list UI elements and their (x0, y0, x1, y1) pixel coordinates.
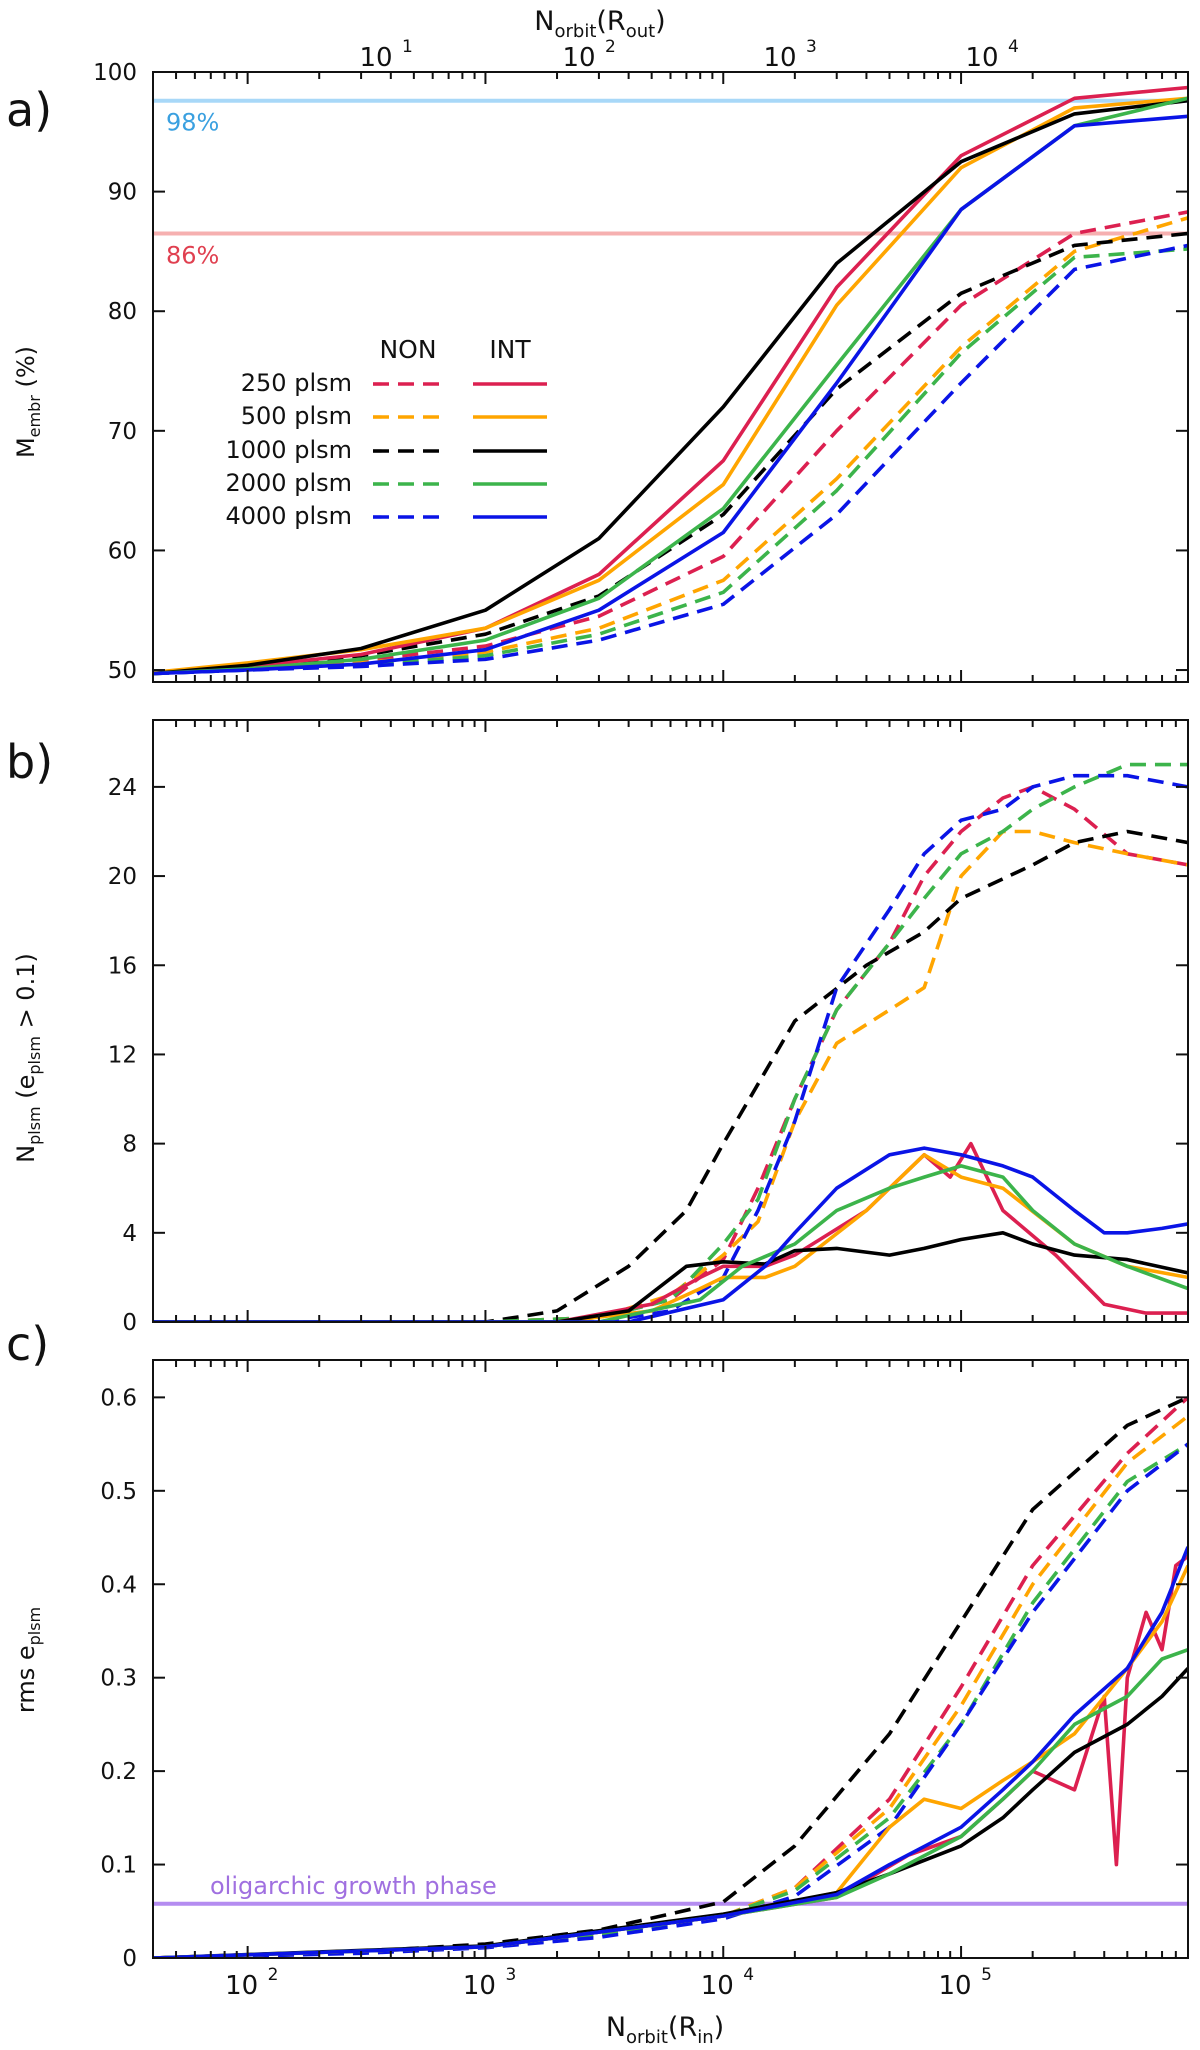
panel-b-series-2000-non (153, 762, 1188, 1322)
panel-c-ytick-label-0: 0 (122, 1946, 137, 1972)
top-xtick-exp-3: 4 (1008, 37, 1019, 57)
panel-c-ytick-label-6: 0.6 (100, 1385, 137, 1411)
panel-b-series-1000-non (153, 829, 1188, 1322)
bottom-xtick-label-3: 10 (939, 1971, 972, 2001)
panel-b-ytick-label-6: 24 (108, 775, 137, 801)
top-axis-label: Norbit(Rout) (534, 6, 665, 42)
legend-label-2000: 2000 plsm (226, 469, 353, 497)
panel-a-reference-label-0: 98% (166, 109, 219, 137)
panel-a-ylabel: Membr (%) (12, 346, 44, 458)
panel-a-series-250-int (153, 85, 1188, 676)
top-xtick-label-3: 10 (965, 43, 998, 73)
panel-a-ytick-label-2: 70 (108, 419, 137, 445)
legend: NON INT 250 plsm 500 plsm 1000 plsm 2000… (226, 335, 547, 530)
bottom-xtick-exp-2: 4 (743, 1965, 754, 1985)
panel-a-ytick-label-5: 100 (93, 60, 137, 86)
panel-a-label: a) (6, 83, 52, 137)
bottom-xtick-label-1: 10 (463, 1971, 496, 2001)
panel-a-ytick-label-0: 50 (108, 658, 137, 684)
panel-c-ytick-label-3: 0.3 (100, 1666, 137, 1692)
panel-b-series-250-non (153, 785, 1188, 1322)
bottom-xtick-exp-0: 2 (268, 1965, 279, 1985)
top-xtick-label-2: 10 (763, 43, 796, 73)
top-xtick-exp-2: 3 (806, 37, 817, 57)
plot-layer: 98%86%506070809010004812162024oligarchic… (93, 37, 1189, 2001)
panel-b-ytick-label-3: 12 (108, 1042, 137, 1068)
panel-a-ytick-label-3: 80 (108, 299, 137, 325)
bottom-xtick-label-2: 10 (701, 1971, 734, 2001)
bottom-axis-label: Norbit(Rin) (606, 2012, 724, 2048)
panel-b-ylabel: Nplsm (eplsm > 0.1) (12, 953, 44, 1163)
bottom-xtick-exp-3: 5 (981, 1965, 992, 1985)
top-xtick-label-0: 10 (359, 43, 392, 73)
panel-b-series-2000-int (153, 1164, 1188, 1322)
panel-c-ylabel: rms eplsm (12, 1607, 44, 1713)
legend-label-250: 250 plsm (241, 369, 352, 397)
panel-a-series-4000-int (153, 114, 1188, 676)
panel-b-frame (152, 719, 1189, 1323)
panel-c-series-2000-int (153, 1648, 1188, 1958)
top-xtick-exp-1: 2 (605, 37, 616, 57)
panel-b-ytick-label-2: 8 (122, 1132, 137, 1158)
legend-label-4000: 4000 plsm (226, 502, 353, 530)
legend-label-1000: 1000 plsm (226, 436, 353, 464)
panel-a-ytick-label-4: 90 (108, 180, 137, 206)
panel-b-series-500-int (153, 1153, 1188, 1322)
panel-c-ytick-label-5: 0.5 (100, 1479, 137, 1505)
panel-a-reference-label-1: 86% (166, 241, 219, 269)
panel-b-series-4000-int (153, 1146, 1188, 1322)
legend-label-500: 500 plsm (241, 402, 352, 430)
legend-header-int: INT (489, 335, 531, 364)
panel-b-series-1000-int (153, 1231, 1188, 1322)
panel-b-series-4000-non (153, 773, 1188, 1322)
panel-b-series-group (153, 762, 1188, 1322)
top-xtick-exp-0: 1 (402, 37, 413, 57)
panel-c-ytick-label-4: 0.4 (100, 1572, 137, 1598)
panel-b-ytick-label-1: 4 (122, 1221, 137, 1247)
panel-a-series-group (153, 85, 1188, 676)
panel-c-series-group (153, 1395, 1188, 1958)
panel-b-series-250-int (153, 1141, 1188, 1322)
panel-b-series-500-non (153, 829, 1188, 1322)
panel-b-ytick-label-0: 0 (122, 1310, 137, 1336)
panel-c-frame (152, 1359, 1189, 1959)
legend-header-non: NON (379, 335, 436, 364)
bottom-xtick-label-0: 10 (225, 1971, 258, 2001)
panel-c-series-1000-int (153, 1667, 1188, 1958)
panel-a-ytick-label-1: 60 (108, 538, 137, 564)
panel-b-ytick-label-4: 16 (108, 953, 137, 979)
bottom-xtick-exp-1: 3 (505, 1965, 516, 1985)
panel-b-ytick-label-5: 20 (108, 864, 137, 890)
legend-lines (373, 382, 547, 519)
panel-c-series-4000-int (153, 1546, 1188, 1958)
panel-c-ytick-label-1: 0.1 (100, 1853, 137, 1879)
panel-c-ytick-label-2: 0.2 (100, 1759, 137, 1785)
panel-a-series-1000-int (153, 98, 1188, 676)
top-xtick-label-1: 10 (562, 43, 595, 73)
panel-c-label: c) (6, 1317, 49, 1371)
panel-b-label: b) (6, 735, 53, 789)
panel-c-reference-label-0: oligarchic growth phase (210, 1872, 497, 1900)
